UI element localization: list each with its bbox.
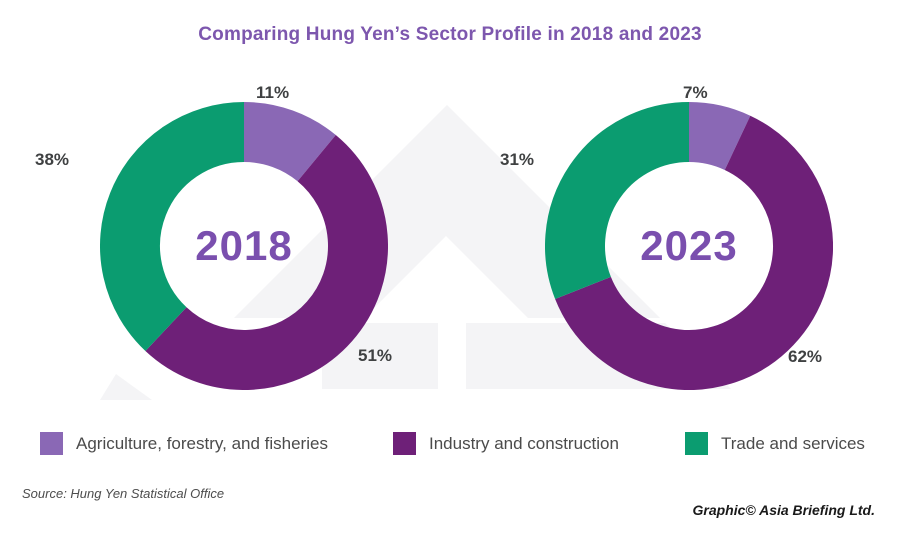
legend-label: Trade and services — [721, 433, 865, 453]
donut-chart-2018: 2018 — [100, 102, 388, 390]
legend-item-agriculture: Agriculture, forestry, and fisheries — [40, 432, 328, 455]
legend-label: Agriculture, forestry, and fisheries — [76, 433, 328, 453]
percent-label-agriculture-2018: 11% — [256, 83, 290, 102]
legend-label: Industry and construction — [429, 433, 619, 453]
legend-swatch-trade — [685, 432, 708, 455]
source-note: Source: Hung Yen Statistical Office — [22, 486, 225, 501]
donut-segment — [100, 102, 245, 351]
legend-swatch-agriculture — [40, 432, 63, 455]
donut-rings-2023 — [545, 102, 833, 390]
percent-label-industry-2018: 51% — [358, 346, 393, 365]
donut-segment — [687, 102, 751, 171]
percent-label-industry-2023: 62% — [788, 347, 823, 366]
chart-title: Comparing Hung Yen’s Sector Profile in 2… — [198, 24, 702, 45]
legend-item-industry: Industry and construction — [393, 432, 619, 455]
donut-center-year: 2023 — [640, 222, 738, 269]
donut-rings-2018 — [100, 102, 388, 390]
donut-segment — [242, 102, 336, 182]
donut-segment — [555, 115, 833, 390]
percent-label-trade-2023: 31% — [500, 150, 535, 169]
donut-chart-2023: 2023 — [545, 102, 833, 390]
legend-swatch-industry — [393, 432, 416, 455]
graphic-credit: Graphic© Asia Briefing Ltd. — [692, 502, 876, 518]
donut-segment — [145, 135, 388, 390]
donut-center-year: 2018 — [195, 222, 293, 269]
legend-item-trade: Trade and services — [685, 432, 865, 455]
donut-segment — [545, 102, 690, 299]
percent-label-trade-2018: 38% — [35, 150, 70, 169]
percent-label-agriculture-2023: 7% — [683, 83, 708, 102]
